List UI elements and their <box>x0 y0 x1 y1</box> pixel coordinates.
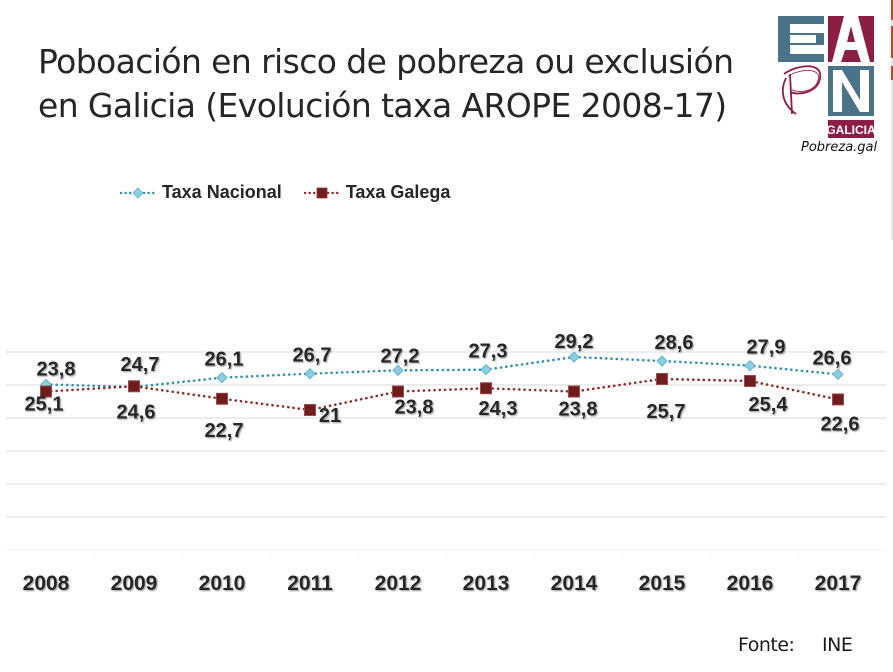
data-label-nacional-2008: 25,1 <box>25 393 64 415</box>
data-point-galega-2016[interactable] <box>744 374 756 387</box>
data-label-galega-2010: 22,7 <box>205 420 244 442</box>
logo-caption: Pobreza.gal <box>801 140 878 155</box>
page-edge-decoration <box>891 0 893 240</box>
legend-marker-nacional-icon <box>120 186 156 199</box>
series-line-galega <box>44 377 840 412</box>
data-point-galega-2017[interactable] <box>832 393 844 406</box>
data-point-nacional-2012[interactable] <box>392 364 404 377</box>
logo-p-scribble <box>781 65 821 115</box>
data-label-nacional-2015: 28,6 <box>655 332 694 354</box>
data-point-nacional-2010[interactable] <box>216 371 228 384</box>
data-label-nacional-2016: 27,9 <box>747 337 786 359</box>
x-axis-label-2009: 2009 <box>111 572 158 595</box>
legend-label-nacional: Taxa Nacional <box>162 182 282 202</box>
data-label-galega-2014: 23,8 <box>559 399 598 421</box>
x-axis-label-2010: 2010 <box>199 572 246 595</box>
x-axis-label-2013: 2013 <box>463 572 510 595</box>
data-point-galega-2010[interactable] <box>216 392 228 405</box>
data-label-nacional-2012: 27,2 <box>381 345 420 367</box>
data-label-galega-2017: 22,6 <box>821 413 860 435</box>
legend-label-galega: Taxa Galega <box>345 182 451 202</box>
data-label-galega-2012: 23,8 <box>395 397 434 419</box>
chart-series-lines <box>44 355 840 412</box>
data-point-galega-2014[interactable] <box>568 385 580 398</box>
source-label: Fonte: <box>738 634 795 656</box>
chart-title-line-2: en Galicia (Evolución taxa AROPE 2008-17… <box>38 86 727 125</box>
data-label-nacional-2017: 26,6 <box>813 347 852 369</box>
data-label-galega-2009: 24,6 <box>117 401 156 423</box>
data-point-galega-2013[interactable] <box>480 382 492 395</box>
x-axis-label-2011: 2011 <box>287 572 333 595</box>
data-label-galega-2013: 24,3 <box>479 398 518 420</box>
data-point-galega-2011[interactable] <box>304 404 316 416</box>
x-axis-label-2012: 2012 <box>375 572 422 595</box>
data-point-nacional-2015[interactable] <box>656 355 668 367</box>
x-axis-label-2015: 2015 <box>639 572 686 595</box>
data-point-nacional-2013[interactable] <box>480 363 492 376</box>
data-label-galega-2008: 23,8 <box>37 359 76 381</box>
data-label-nacional-2010: 26,1 <box>205 349 244 371</box>
data-point-nacional-2014[interactable] <box>568 351 580 363</box>
x-axis-label-2016: 2016 <box>727 572 774 595</box>
chart-markers <box>40 351 844 416</box>
chart-legend: Taxa Nacional Taxa Galega <box>120 182 450 203</box>
logo-galicia-badge <box>828 120 874 138</box>
data-label-nacional-2014: 29,2 <box>555 331 594 353</box>
data-label-galega-2016: 25,4 <box>749 394 789 416</box>
source-note: Fonte: INE <box>738 634 853 656</box>
data-point-galega-2015[interactable] <box>656 373 668 385</box>
legend-item-galega[interactable]: Taxa Galega <box>303 182 451 203</box>
chart-title-line-1: Poboación en risco de pobreza ou exclusi… <box>38 42 734 81</box>
chart-title: Poboación en risco de pobreza ou exclusi… <box>38 40 734 128</box>
data-point-galega-2008[interactable] <box>40 385 52 398</box>
x-axis-label-2008: 2008 <box>23 572 70 595</box>
data-point-nacional-2017[interactable] <box>832 368 844 381</box>
data-point-galega-2012[interactable] <box>392 385 404 398</box>
data-point-nacional-2011[interactable] <box>304 367 316 380</box>
chart-x-axis-labels: 2008 2009 2010 2011 2012 2013 2014 2015 2016 2017 <box>23 572 862 595</box>
data-label-galega-2015: 25,7 <box>647 401 686 423</box>
legend-marker-galega-icon <box>303 187 340 198</box>
data-point-galega-2009[interactable] <box>128 380 140 393</box>
eapn-galicia-logo: GALICIA <box>778 16 874 138</box>
data-point-nacional-2016[interactable] <box>744 359 756 372</box>
data-label-nacional-2011: 26,7 <box>293 345 332 367</box>
data-label-galega-2011: 21 <box>319 405 341 427</box>
legend-item-nacional[interactable]: Taxa Nacional <box>120 182 282 203</box>
data-label-nacional-2013: 27,3 <box>469 341 508 363</box>
data-label-nacional-2009: 24,7 <box>121 354 160 376</box>
chart-data-labels: 25,1 24,7 26,1 26,7 27,2 27,3 29,2 28,6 27,9 26,6… <box>25 331 860 442</box>
series-line-nacional <box>44 355 840 389</box>
x-axis-label-2014: 2014 <box>551 572 598 595</box>
x-axis-label-2017: 2017 <box>815 572 862 595</box>
source-value: INE <box>822 634 853 656</box>
logo-badge-text: GALICIA <box>826 123 874 137</box>
